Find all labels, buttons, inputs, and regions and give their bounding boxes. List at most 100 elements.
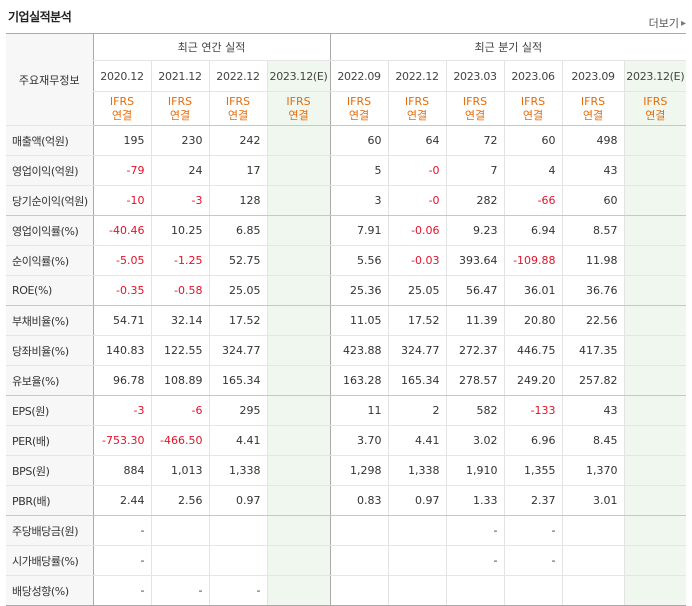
value-cell [623, 365, 687, 396]
value-cell: 230 [150, 125, 209, 156]
value-cell [266, 275, 331, 306]
consolidated-label: 연결 [348, 108, 370, 122]
value-cell: 6.94 [503, 215, 563, 246]
value-cell: 9.23 [445, 215, 505, 246]
value-cell: -0.58 [150, 275, 209, 306]
value-cell: 25.05 [208, 275, 267, 306]
ifrs-badge: IFRS 연결 [445, 91, 505, 126]
period-quarterly-5: 2023.12(E) [623, 60, 687, 92]
financial-table: 주요재무정보 최근 연간 실적 최근 분기 실적 2020.12 2021.12 2… [6, 33, 687, 606]
value-cell: 1,370 [561, 455, 625, 486]
value-cell: 249.20 [503, 365, 563, 396]
value-cell: 417.35 [561, 335, 625, 366]
value-cell: 1,013 [150, 455, 209, 486]
value-cell: 1.33 [445, 485, 505, 516]
consolidated-label: 연결 [645, 108, 666, 122]
value-cell [445, 575, 505, 606]
value-cell: 60 [503, 125, 563, 156]
value-cell: 0.97 [208, 485, 267, 516]
value-cell [266, 575, 331, 606]
ifrs-label: IFRS [167, 94, 193, 108]
table-row: 유보율(%) 96.78 108.89 165.34 163.28 165.34 278.5… [6, 365, 687, 396]
value-cell: 1,910 [445, 455, 505, 486]
value-cell [266, 215, 331, 246]
value-cell [387, 575, 447, 606]
value-cell: 0.83 [329, 485, 389, 516]
chevron-right-icon[interactable]: ▸ [680, 17, 686, 29]
value-cell: 1,338 [208, 455, 267, 486]
ifrs-label: IFRS [346, 94, 372, 108]
value-cell: 282 [445, 185, 505, 216]
quarterly-header: 최근 분기 실적 [329, 33, 687, 61]
value-cell: 56.47 [445, 275, 505, 306]
consolidated-label: 연결 [227, 108, 249, 122]
value-cell: 1,298 [329, 455, 389, 486]
value-cell [329, 515, 389, 546]
value-cell [623, 425, 687, 456]
value-cell [266, 335, 331, 366]
value-cell [623, 155, 687, 186]
value-cell: 25.36 [329, 275, 389, 306]
value-cell: 2.44 [92, 485, 151, 516]
more-label[interactable]: 더보기 [648, 17, 679, 30]
value-cell [266, 155, 331, 186]
value-cell: -466.50 [150, 425, 209, 456]
table-row: EPS(원) -3 -6 295 11 2 582 -133 43 [6, 395, 687, 426]
row-label: 매출액(억원) [6, 125, 93, 156]
value-cell [266, 455, 331, 486]
value-cell: 36.01 [503, 275, 563, 306]
ifrs-label: IFRS [225, 94, 251, 108]
value-cell: 8.45 [561, 425, 625, 456]
value-cell: 1,338 [387, 455, 447, 486]
table-row: 배당성향(%) - - - [6, 575, 687, 606]
period-annual-2: 2022.12 [208, 60, 267, 92]
value-cell [623, 215, 687, 246]
value-cell: 108.89 [150, 365, 209, 396]
value-cell [561, 515, 625, 546]
value-cell: 17 [208, 155, 267, 186]
row-label: 배당성향(%) [6, 575, 93, 606]
value-cell: - [150, 575, 209, 606]
row-label: 영업이익(억원) [6, 155, 93, 186]
value-cell: -40.46 [92, 215, 151, 246]
value-cell [623, 125, 687, 156]
value-cell: 128 [208, 185, 267, 216]
value-cell: 32.14 [150, 305, 209, 336]
value-cell [329, 575, 389, 606]
table-row: 당기순이익(억원) -10 -3 128 3 -0 282 -66 60 [6, 185, 687, 216]
value-cell: 2.37 [503, 485, 563, 516]
ifrs-badge: IFRS 연결 [150, 91, 209, 126]
ifrs-badge: IFRS 연결 [266, 91, 331, 126]
value-cell: -0.06 [387, 215, 447, 246]
table-row: 시가배당률(%) - - - [6, 545, 687, 576]
value-cell [387, 545, 447, 576]
table-row: 주당배당금(원) - - - [6, 515, 687, 546]
table-row: ROE(%) -0.35 -0.58 25.05 25.36 25.05 56.47 36.0… [6, 275, 687, 306]
consolidated-label: 연결 [288, 108, 309, 122]
value-cell: 324.77 [387, 335, 447, 366]
ifrs-label: IFRS [643, 94, 668, 108]
value-cell [623, 575, 687, 606]
period-quarterly-4: 2023.09 [561, 60, 625, 92]
value-cell [266, 515, 331, 546]
value-cell: 22.56 [561, 305, 625, 336]
period-quarterly-2: 2023.03 [445, 60, 505, 92]
value-cell: 3.70 [329, 425, 389, 456]
more-link[interactable]: 더보기 ▸ [649, 15, 686, 31]
value-cell: - [445, 515, 505, 546]
value-cell: 54.71 [92, 305, 151, 336]
value-cell [266, 185, 331, 216]
value-cell: 3 [329, 185, 389, 216]
value-cell: - [503, 545, 563, 576]
table-body: 매출액(억원) 195 230 242 60 64 72 60 498 영업이익(억원) -79 24… [6, 125, 687, 606]
table-row: PER(배) -753.30 -466.50 4.41 3.70 4.41 3.02 6.96… [6, 425, 687, 456]
value-cell: -753.30 [92, 425, 151, 456]
value-cell: 52.75 [208, 245, 267, 276]
label-column-header: 주요재무정보 [6, 33, 93, 126]
row-label: 유보율(%) [6, 365, 93, 396]
value-cell: 122.55 [150, 335, 209, 366]
table-row: 영업이익(억원) -79 24 17 5 -0 7 4 43 [6, 155, 687, 186]
value-cell [208, 515, 267, 546]
company-performance-panel: { "title": "기업실적분석", "more_label": "더보기"… [6, 10, 687, 606]
value-cell: - [92, 515, 151, 546]
